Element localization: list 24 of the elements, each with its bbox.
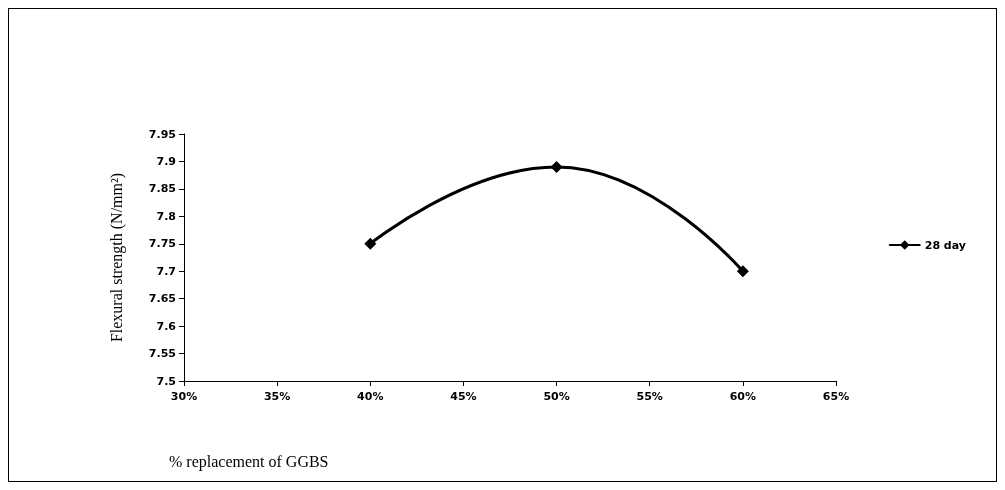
x-tick-label: 60% [729,390,757,403]
point [364,237,377,250]
point [550,160,563,173]
y-tick-label: 7.75 [148,237,176,251]
x-tick-label: 55% [636,390,663,403]
y-tick-label: 7.8 [156,209,176,223]
y-tick-label: 7.55 [148,347,176,361]
y-tick-label: 7.9 [156,154,176,168]
legend-label: 28 day [924,238,967,252]
y-tick-label: 7.65 [148,292,176,306]
x-tick-label: 65% [822,390,850,403]
x-axis-title: % replacement of GGBS [169,452,329,471]
x-tick-label: 30% [170,390,198,403]
x-tick-label: 40% [357,390,384,403]
y-tick-label: 7.5 [156,374,176,388]
point [736,265,749,278]
y-tick-label: 7.6 [156,319,177,333]
x-tick-label: 50% [543,390,570,403]
y-tick-label: 7.95 [148,127,176,141]
y-tick-label: 7.85 [148,182,176,196]
y-tick-label: 7.7 [156,264,176,278]
x-tick-label: 35% [263,390,291,403]
y-axis-title: Flexural strength (N/mm²) [107,172,126,343]
x-tick-label: 45% [450,390,477,403]
